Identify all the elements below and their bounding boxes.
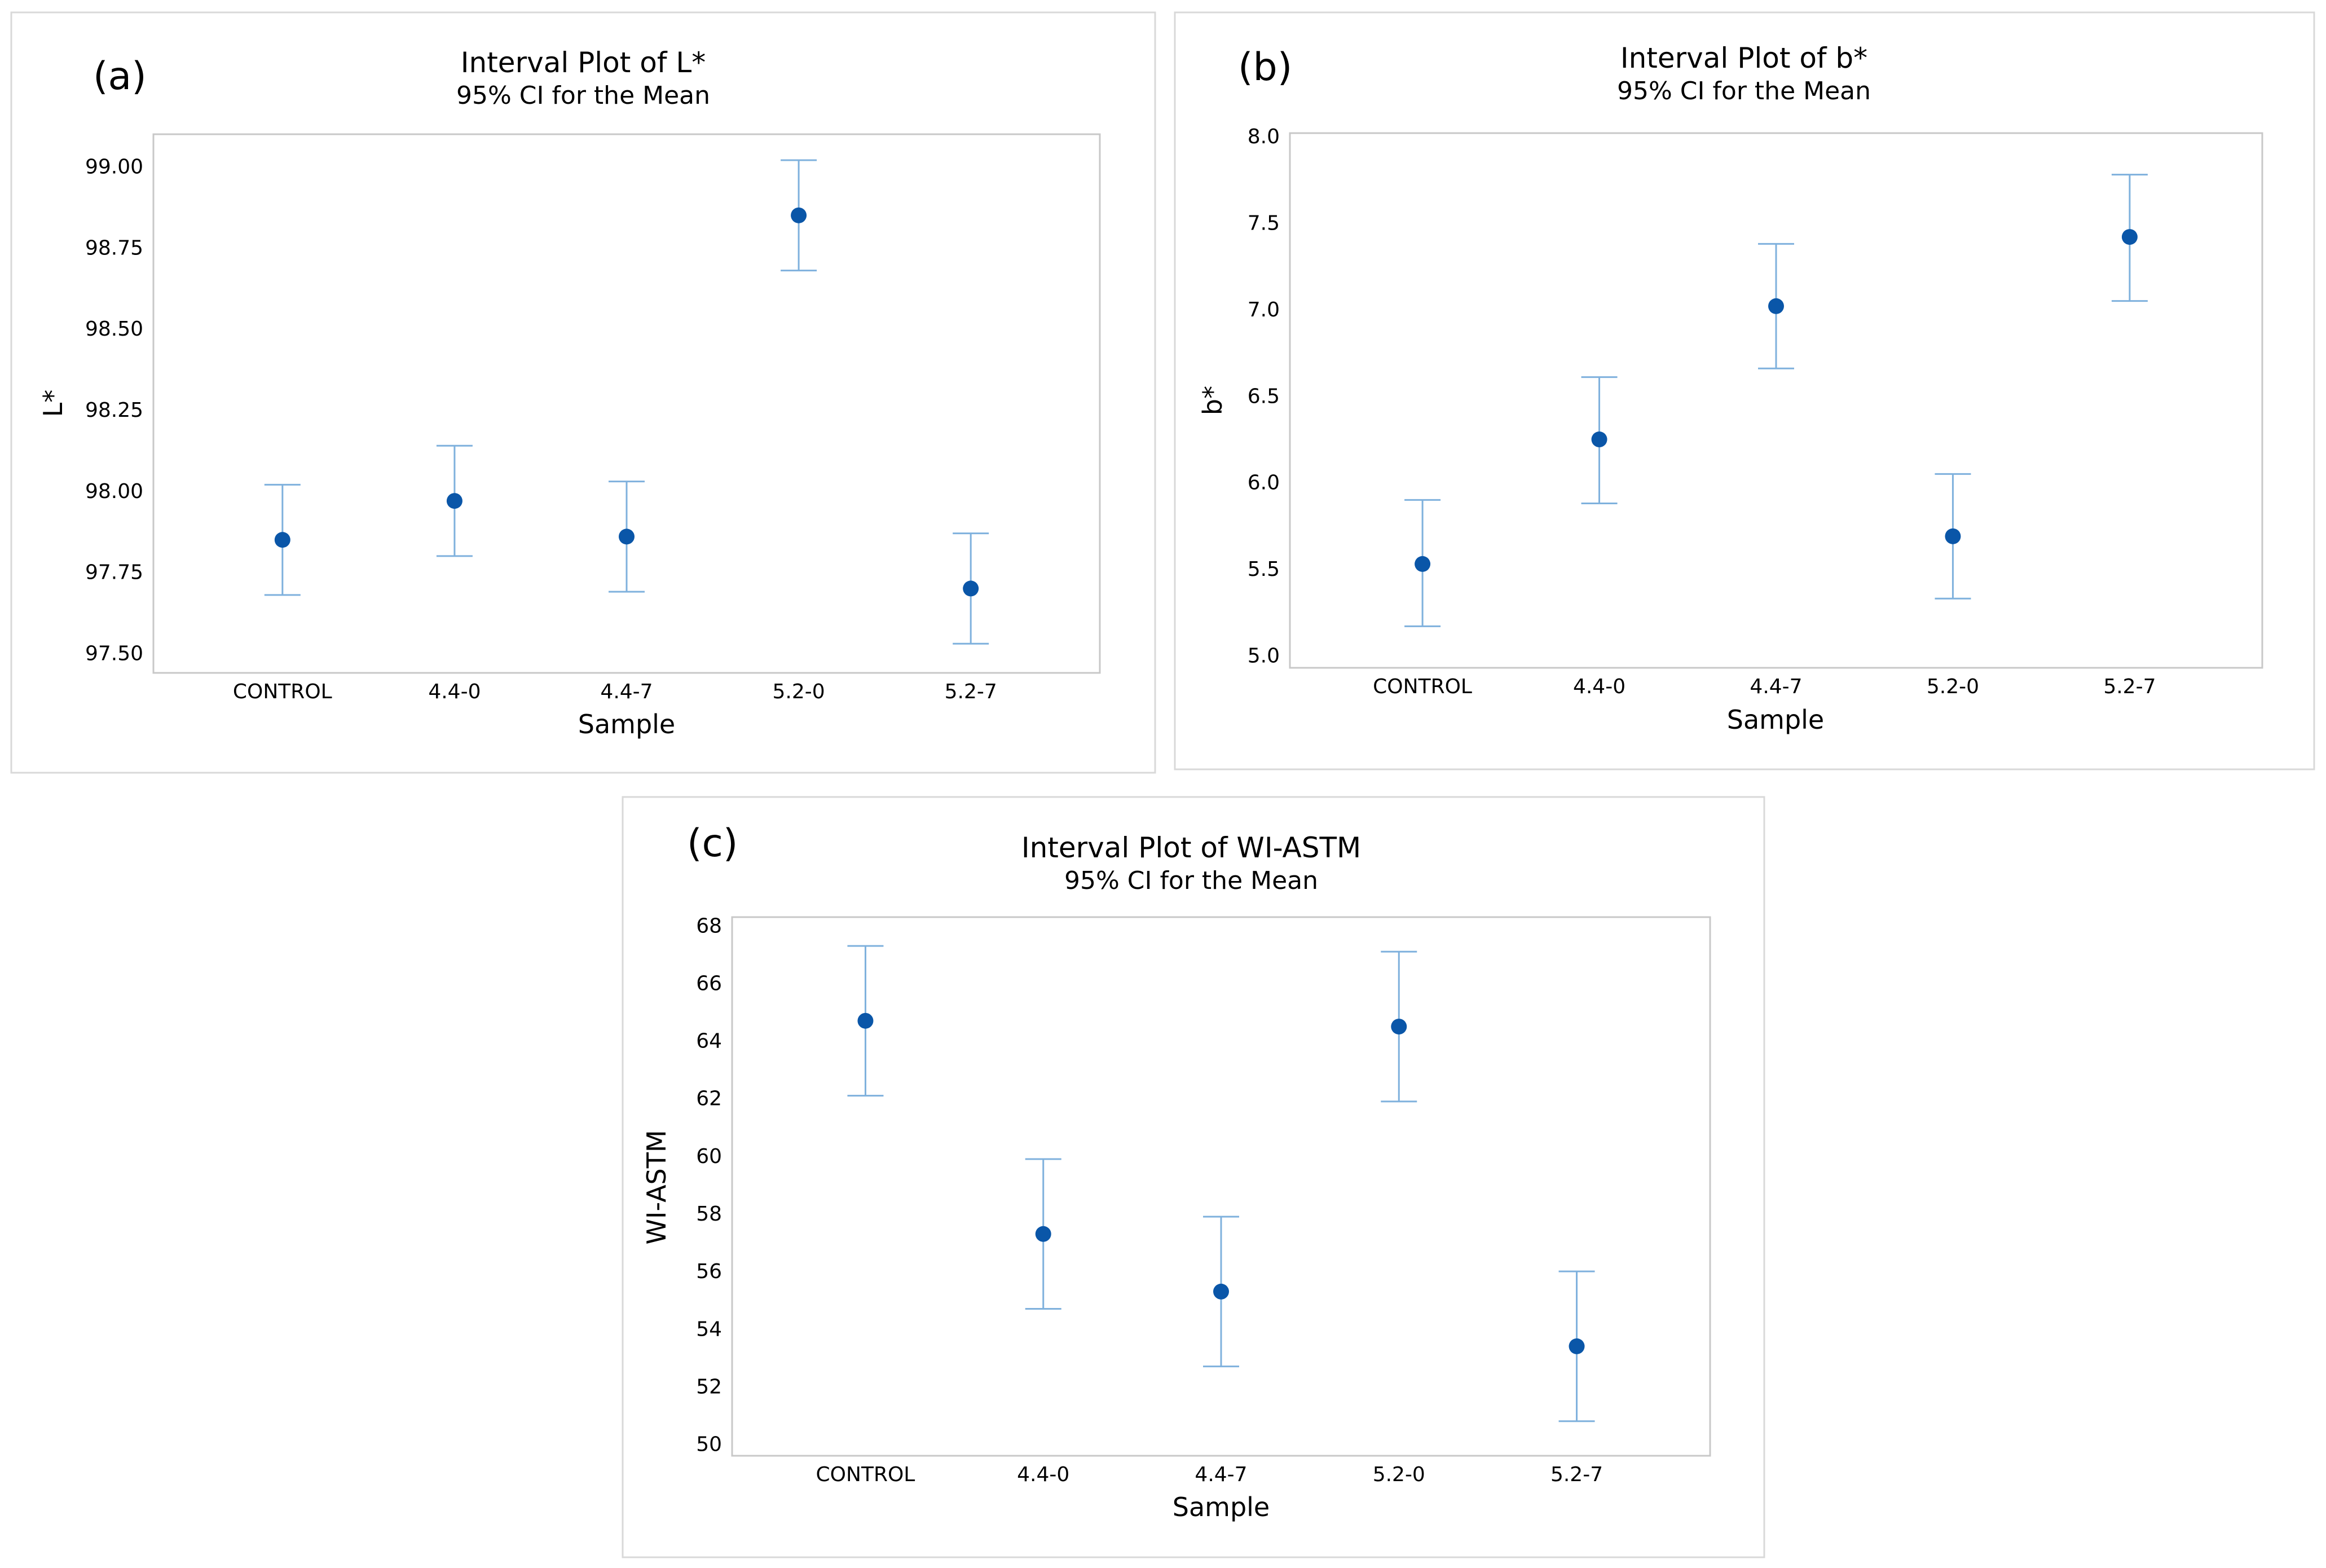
- mean-point: [619, 528, 635, 545]
- mean-point: [857, 1012, 874, 1029]
- y-axis-ticks: 5.0 5.5 6.0 6.5 7.0 7.5 8.0: [1248, 125, 1280, 667]
- mean-point: [1035, 1226, 1051, 1242]
- interval-plot-l-star: (a) Interval Plot of L* 95% CI for the M…: [10, 11, 1156, 774]
- y-tick-label: 60: [696, 1145, 722, 1168]
- y-tick-label: 5.5: [1248, 558, 1280, 581]
- y-axis-label: L*: [38, 390, 68, 417]
- mean-point: [274, 532, 290, 548]
- mean-point: [1591, 431, 1607, 448]
- y-tick-label: 97.50: [85, 642, 143, 665]
- mean-point: [1391, 1019, 1407, 1035]
- mean-point: [1213, 1283, 1229, 1300]
- mean-point: [1569, 1338, 1585, 1354]
- panel-label: (a): [93, 54, 147, 99]
- y-axis-label: b*: [1197, 386, 1228, 415]
- interval-plot-wi-astm: (c) Interval Plot of WI-ASTM 95% CI for …: [622, 796, 1765, 1558]
- y-axis-label: WI-ASTM: [641, 1130, 672, 1244]
- x-axis-ticks: CONTROL 4.4-0 4.4-7 5.2-0 5.2-7: [816, 1463, 1603, 1486]
- y-tick-label: 98.75: [85, 236, 143, 259]
- x-tick-label: 5.2-7: [1550, 1463, 1603, 1486]
- y-tick-label: 56: [696, 1260, 722, 1283]
- y-tick-label: 5.0: [1248, 645, 1280, 668]
- x-tick-label: 4.4-7: [1750, 675, 1802, 698]
- x-tick-label: CONTROL: [233, 680, 332, 703]
- mean-point: [963, 580, 979, 597]
- y-tick-label: 58: [696, 1203, 722, 1226]
- x-tick-label: 5.2-0: [773, 680, 825, 703]
- chart-subtitle: 95% CI for the Mean: [1617, 77, 1871, 105]
- y-axis-ticks: 97.50 97.75 98.00 98.25 98.50 98.75 99.00: [85, 156, 143, 666]
- y-tick-label: 6.5: [1248, 385, 1280, 408]
- x-tick-label: 5.2-0: [1927, 675, 1979, 698]
- x-tick-label: 4.4-0: [428, 680, 481, 703]
- mean-point: [1415, 556, 1431, 572]
- mean-point: [791, 207, 807, 223]
- chart-title: Interval Plot of L*: [461, 46, 706, 79]
- y-tick-label: 64: [696, 1030, 722, 1053]
- mean-point: [1945, 528, 1961, 544]
- x-axis-label: Sample: [1173, 1492, 1270, 1522]
- x-axis-label: Sample: [1727, 704, 1824, 735]
- x-axis-label: Sample: [578, 709, 675, 739]
- plot-area: [1289, 132, 2263, 669]
- mean-point: [446, 493, 462, 509]
- panel-label: (b): [1238, 45, 1292, 90]
- y-tick-label: 7.5: [1248, 212, 1280, 235]
- plot-area: [731, 916, 1711, 1457]
- interval-plot-b-star: (b) Interval Plot of b* 95% CI for the M…: [1174, 11, 2315, 770]
- y-tick-label: 66: [696, 972, 722, 995]
- mean-point: [1768, 298, 1784, 314]
- y-tick-label: 52: [696, 1375, 722, 1398]
- x-tick-label: CONTROL: [816, 1463, 915, 1486]
- y-tick-label: 6.0: [1248, 472, 1280, 495]
- panel-label: (c): [687, 821, 738, 866]
- y-tick-label: 68: [696, 914, 722, 937]
- y-tick-label: 98.50: [85, 318, 143, 341]
- y-tick-label: 97.75: [85, 561, 143, 584]
- y-tick-label: 8.0: [1248, 125, 1280, 148]
- x-tick-label: 4.4-0: [1573, 675, 1625, 698]
- chart-subtitle: 95% CI for the Mean: [456, 81, 710, 110]
- chart-title: Interval Plot of WI-ASTM: [1021, 831, 1361, 864]
- y-axis-ticks: 50 52 54 56 58 60 62 64 66 68: [696, 914, 722, 1456]
- x-axis-ticks: CONTROL 4.4-0 4.4-7 5.2-0 5.2-7: [1373, 675, 2156, 698]
- y-tick-label: 54: [696, 1318, 722, 1341]
- intervals: [847, 945, 1595, 1422]
- intervals: [1404, 174, 2148, 627]
- y-tick-label: 98.25: [85, 399, 143, 422]
- x-tick-label: 5.2-7: [2103, 675, 2156, 698]
- intervals: [264, 159, 989, 645]
- y-tick-label: 50: [696, 1433, 722, 1456]
- chart-subtitle: 95% CI for the Mean: [1064, 866, 1318, 895]
- y-tick-label: 98.00: [85, 480, 143, 503]
- x-tick-label: 5.2-7: [945, 680, 997, 703]
- x-tick-label: 5.2-0: [1373, 1463, 1425, 1486]
- y-tick-label: 7.0: [1248, 298, 1280, 321]
- x-tick-label: CONTROL: [1373, 675, 1472, 698]
- x-tick-label: 4.4-7: [600, 680, 653, 703]
- chart-title: Interval Plot of b*: [1620, 42, 1867, 74]
- y-tick-label: 62: [696, 1087, 722, 1111]
- mean-point: [2121, 229, 2138, 245]
- x-axis-ticks: CONTROL 4.4-0 4.4-7 5.2-0 5.2-7: [233, 680, 997, 703]
- x-tick-label: 4.4-7: [1195, 1463, 1247, 1486]
- x-tick-label: 4.4-0: [1017, 1463, 1069, 1486]
- y-tick-label: 99.00: [85, 156, 143, 179]
